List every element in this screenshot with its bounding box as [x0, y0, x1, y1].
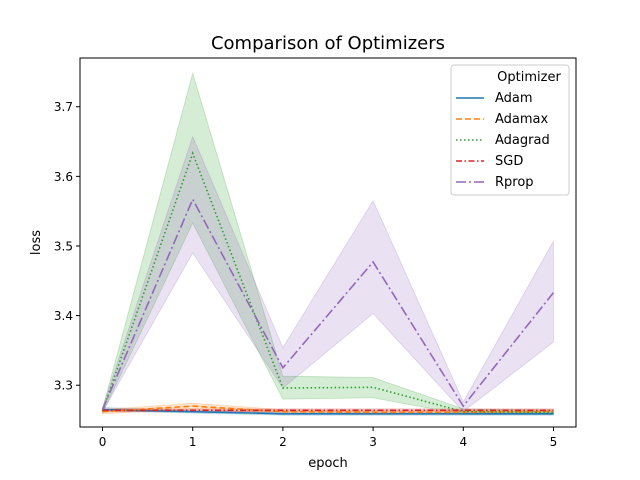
y-tick-label: 3.7 — [54, 100, 73, 114]
y-axis-ticks: 3.3 3.4 3.5 3.6 3.7 — [54, 100, 80, 393]
y-tick-label: 3.6 — [54, 170, 73, 184]
x-tick-label: 3 — [369, 435, 377, 449]
chart-title: Comparison of Optimizers — [211, 33, 445, 54]
x-axis-ticks: 0 1 2 3 4 5 — [99, 427, 558, 449]
legend-label-rprop: Rprop — [495, 175, 534, 190]
legend-title: Optimizer — [497, 70, 561, 85]
x-tick-label: 1 — [189, 435, 197, 449]
y-tick-label: 3.4 — [54, 309, 73, 323]
y-tick-label: 3.3 — [54, 379, 73, 393]
legend: Optimizer Adam Adamax Adagrad SGD Rprop — [450, 64, 570, 196]
series-line-adagrad — [101, 151, 554, 414]
band-rprop — [102, 135, 554, 414]
y-axis-label: loss — [29, 230, 44, 255]
plot-frame — [79, 57, 577, 428]
x-tick-label: 0 — [99, 435, 107, 449]
x-tick-label: 2 — [279, 435, 287, 449]
legend-label-sgd: SGD — [495, 154, 523, 169]
x-axis-label: epoch — [308, 456, 348, 471]
x-tick-label: 4 — [459, 435, 467, 449]
series-line-adamax — [102, 405, 554, 414]
legend-label-adagrad: Adagrad — [495, 133, 550, 148]
y-tick-label: 3.5 — [54, 239, 73, 253]
legend-label-adam: Adam — [495, 91, 533, 106]
x-tick-label: 5 — [550, 435, 558, 449]
series-line-rprop — [101, 197, 555, 410]
legend-label-adamax: Adamax — [495, 112, 549, 127]
series-lines — [101, 151, 555, 415]
series-line-adam — [102, 408, 554, 415]
